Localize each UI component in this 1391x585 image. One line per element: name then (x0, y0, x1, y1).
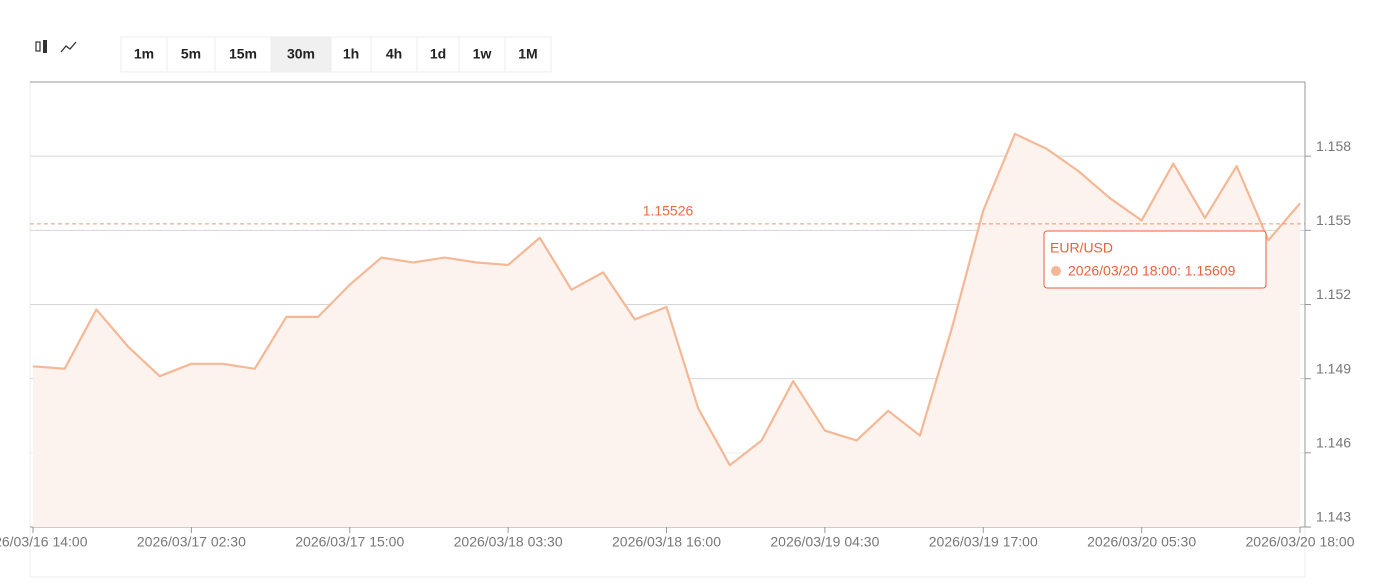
y-tick-label: 1.152 (1316, 286, 1351, 302)
interval-label[interactable]: 15m (229, 46, 257, 62)
area-fill (33, 133, 1300, 527)
y-tick-label: 1.143 (1316, 509, 1351, 525)
interval-label[interactable]: 1M (518, 46, 537, 62)
interval-label[interactable]: 1h (343, 46, 359, 62)
interval-label[interactable]: 1m (134, 46, 154, 62)
x-tick-label: 2026/03/18 03:30 (454, 534, 563, 550)
x-tick-label: 2026/03/18 16:00 (612, 534, 721, 550)
y-tick-label: 1.149 (1316, 360, 1351, 376)
price-line (32, 132, 1301, 467)
reference-label: 1.15526 (643, 203, 694, 219)
chart-type-icons[interactable] (35, 40, 77, 53)
tooltip-text: 2026/03/20 18:00: 1.15609 (1068, 263, 1236, 279)
interval-label[interactable]: 1w (473, 46, 492, 62)
x-tick-label: 2026/03/19 17:00 (929, 534, 1038, 550)
y-tick-label: 1.146 (1316, 435, 1351, 451)
tooltip-box (1043, 230, 1267, 289)
interval-button[interactable] (416, 36, 460, 73)
interval-label[interactable]: 4h (386, 46, 402, 62)
tooltip-series: EUR/USD (1050, 240, 1113, 256)
tooltip-dot (1051, 266, 1061, 276)
interval-button[interactable] (370, 36, 418, 73)
interval-label[interactable]: 1d (430, 46, 446, 62)
interval-button[interactable] (120, 36, 168, 73)
interval-button[interactable] (504, 36, 552, 73)
y-tick-label: 1.158 (1316, 138, 1351, 154)
x-tick-label: 2026/03/20 05:30 (1087, 534, 1196, 550)
x-tick-label: 2026/03/19 04:30 (770, 534, 879, 550)
interval-button[interactable] (458, 36, 506, 73)
x-tick-label: 2026/03/20 18:00 (1246, 534, 1355, 550)
y-tick-label: 1.155 (1316, 212, 1351, 228)
interval-button[interactable] (166, 36, 216, 73)
x-tick-label: 2026/03/17 15:00 (295, 534, 404, 550)
x-tick-label: 2026/03/16 14:00 (0, 534, 88, 550)
interval-button[interactable] (270, 36, 332, 73)
x-tick-label: 2026/03/17 02:30 (137, 534, 246, 550)
interval-label[interactable]: 30m (287, 46, 315, 62)
interval-button[interactable] (330, 36, 372, 73)
interval-label[interactable]: 5m (181, 46, 201, 62)
